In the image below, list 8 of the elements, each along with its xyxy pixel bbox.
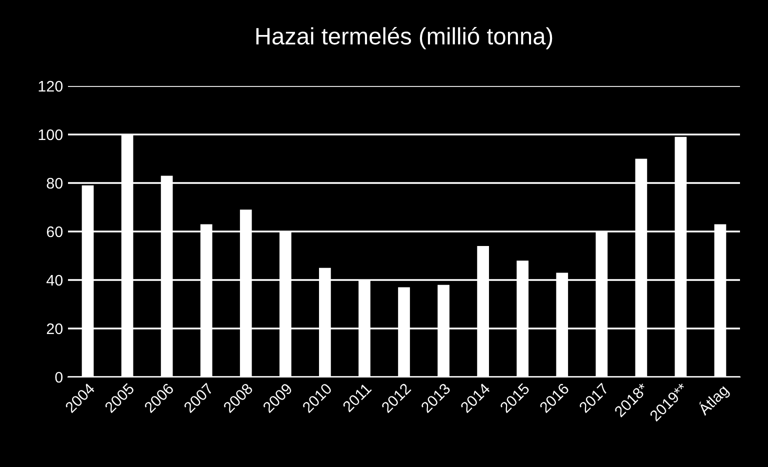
y-tick-label: 40 [46, 274, 63, 286]
y-tick-label: 100 [38, 129, 63, 140]
y-tick-label: 0 [55, 372, 63, 383]
y-tick-label: 120 [38, 80, 63, 92]
y-tick-label: 20 [46, 323, 63, 334]
chart-title: Hazai termelés (millió tonna) [256, 26, 552, 50]
y-tick-label: 80 [46, 178, 63, 189]
y-tick-label: 60 [46, 226, 63, 238]
